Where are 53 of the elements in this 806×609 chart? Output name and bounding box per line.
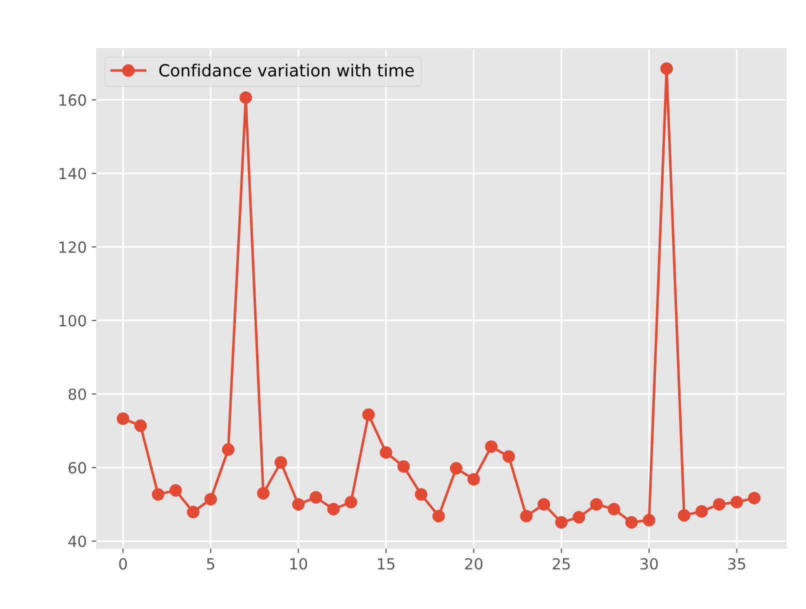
point [397, 460, 410, 473]
point [502, 450, 516, 463]
point [186, 506, 200, 518]
point [625, 516, 638, 529]
legend-label: Confidance variation with time [159, 64, 414, 77]
y-tick-label: 60 [68, 462, 86, 474]
point [485, 440, 498, 453]
x-tick-label: 15 [378, 558, 394, 570]
point [712, 498, 726, 511]
point [642, 514, 656, 526]
x-tick-label: 35 [728, 558, 746, 570]
point [678, 509, 690, 522]
point [730, 496, 743, 508]
point [432, 510, 445, 522]
point [274, 456, 288, 469]
x-tick-label: 25 [552, 558, 570, 570]
point [134, 419, 147, 432]
y-tick-label: 100 [60, 314, 86, 326]
point [590, 498, 603, 511]
point [362, 408, 375, 421]
point [695, 505, 708, 518]
point [538, 498, 550, 511]
y-tick-label: 120 [60, 241, 86, 253]
point [414, 488, 428, 501]
point [467, 473, 480, 486]
point [344, 496, 358, 508]
point [204, 492, 217, 506]
point [748, 492, 761, 504]
point [572, 510, 586, 524]
x-tick-label: 20 [465, 558, 482, 570]
point [520, 510, 533, 522]
point [660, 62, 673, 75]
x-tick-label: 10 [290, 558, 308, 570]
point [222, 443, 234, 456]
point [450, 462, 462, 475]
point [292, 498, 305, 511]
y-tick-label: 80 [68, 388, 86, 400]
x-tick-label: 30 [640, 558, 658, 570]
point [380, 446, 392, 459]
y-tick-label: 140 [60, 168, 86, 180]
point [116, 412, 130, 425]
point [555, 516, 568, 529]
point [327, 502, 340, 516]
point [152, 488, 164, 501]
point [310, 491, 322, 504]
y-tick-label: 40 [68, 536, 86, 548]
point [240, 91, 252, 104]
point [608, 502, 620, 516]
x-tick-label: 5 [207, 558, 214, 570]
point [257, 487, 270, 500]
x-tick-label: 0 [119, 558, 127, 570]
y-tick-label: 160 [60, 94, 86, 106]
point [169, 484, 182, 497]
